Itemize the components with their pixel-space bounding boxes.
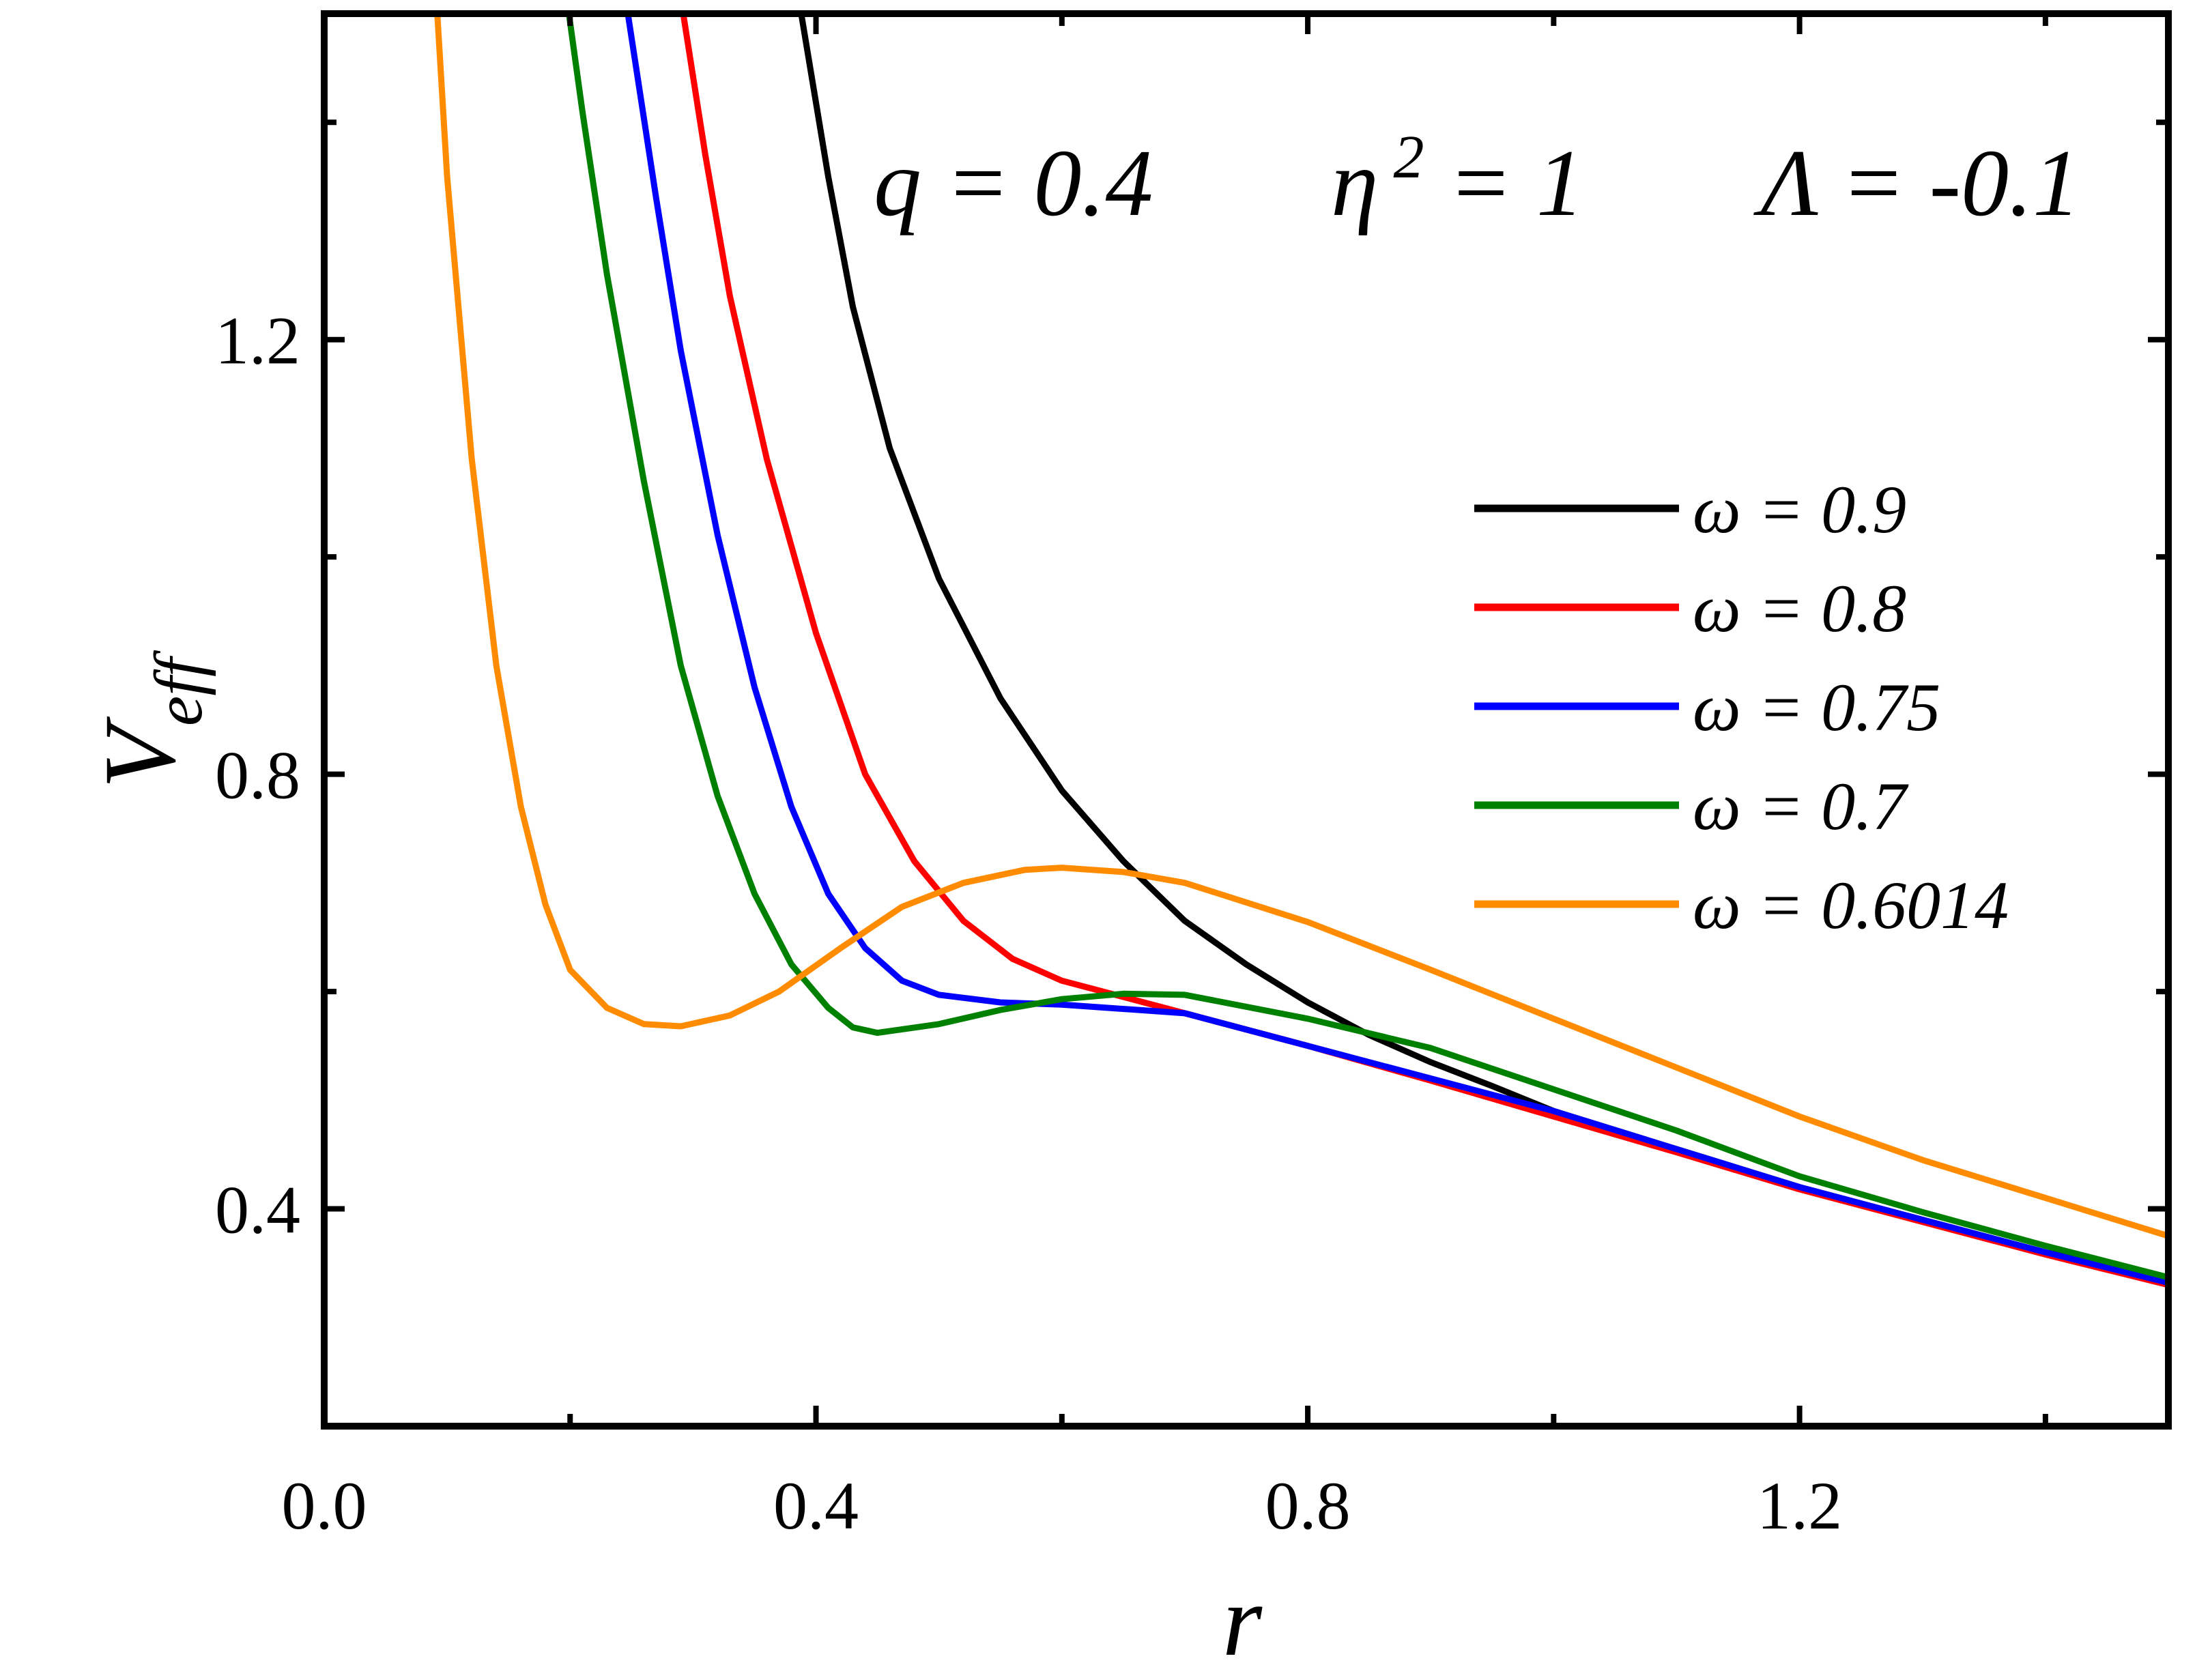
x-tick-label-1: 0.4 xyxy=(773,1468,859,1544)
x-axis-title: r xyxy=(1222,1564,1263,1677)
legend-label-1: ω = 0.8 xyxy=(1693,570,1906,646)
param-eta-sup: 2 xyxy=(1393,124,1424,191)
y-axis-title: Veff xyxy=(83,650,216,789)
legend-label-0: ω = 0.9 xyxy=(1693,472,1906,547)
series-line-4 xyxy=(434,14,2168,1239)
param-eta-rest: = 1 xyxy=(1424,130,1583,236)
x-tick-label-3: 1.2 xyxy=(1757,1468,1842,1544)
series-line-3 xyxy=(566,14,2168,1281)
y-tick-label-0: 0.4 xyxy=(215,1172,300,1248)
y-axis-title-main: V xyxy=(83,716,197,789)
series-layer xyxy=(434,14,2168,1288)
legend-label-2: ω = 0.75 xyxy=(1693,669,1940,745)
svg-text:Veff: Veff xyxy=(83,650,216,789)
legend: ω = 0.9 ω = 0.8 ω = 0.75 ω = 0.7 ω = 0.6014 xyxy=(1474,472,2009,943)
param-eta-base: η xyxy=(1331,130,1378,236)
legend-label-3: ω = 0.7 xyxy=(1693,768,1909,844)
param-q: q = 0.4 xyxy=(874,130,1153,236)
y-axis-title-sub: eff xyxy=(141,650,216,726)
x-tick-label-0: 0.0 xyxy=(282,1468,367,1544)
plot-frame xyxy=(321,10,2172,1430)
y-tick-label-2: 1.2 xyxy=(215,303,300,379)
series-line-2 xyxy=(625,14,2168,1286)
param-lambda: Λ = -0.1 xyxy=(1753,130,2080,236)
legend-label-4: ω = 0.6014 xyxy=(1693,867,2009,943)
x-tick-labels: 0.0 0.4 0.8 1.2 xyxy=(282,1468,1843,1544)
y-tick-label-1: 0.8 xyxy=(215,738,300,813)
x-tick-label-2: 0.8 xyxy=(1265,1468,1351,1544)
y-tick-labels: 0.4 0.8 1.2 xyxy=(215,303,300,1248)
